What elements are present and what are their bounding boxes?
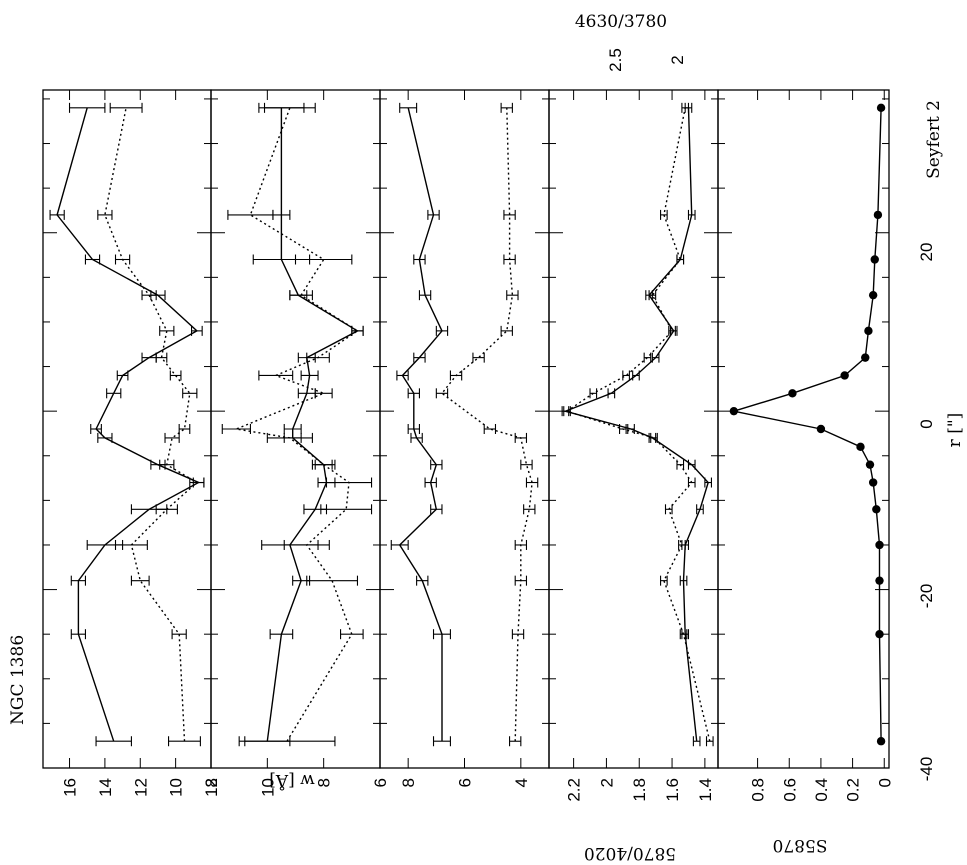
- data-point: [876, 737, 886, 746]
- y-tick-label: 2.2: [565, 778, 584, 802]
- panel-frame: [717, 89, 890, 769]
- y-tick-label: 1.4: [696, 778, 715, 802]
- series-line: [233, 107, 359, 742]
- data-point: [872, 505, 881, 514]
- data-point: [816, 424, 826, 434]
- object-label: NGC 1386: [8, 635, 28, 725]
- y-tick-label: 12: [202, 778, 221, 797]
- panel-frames: [42, 89, 890, 769]
- y-tick-label: 0.8: [749, 778, 768, 802]
- data-point: [856, 442, 865, 452]
- series-line: [441, 107, 533, 742]
- series-line: [104, 107, 199, 742]
- x-tick-label: -40: [917, 757, 936, 782]
- data-point: [868, 290, 878, 300]
- y-tick-label: 16: [61, 778, 80, 797]
- y-tick-label: 12: [131, 778, 150, 797]
- data-point: [868, 478, 878, 487]
- top-axis-label: 4630/3780: [575, 12, 667, 32]
- top-axis-tick-label: 2.5: [606, 48, 625, 72]
- data-point: [873, 210, 883, 220]
- chart-ticks: 16 14 12 10 812 10 8 6 8 6 4 2.2 2 1.8 1.6 1.4 0.8 0.6 0.4…: [43, 90, 894, 802]
- x-tick-label: -20: [917, 584, 936, 609]
- series-line: [733, 107, 882, 742]
- series-line: [56, 107, 201, 742]
- data-point: [875, 629, 884, 639]
- y-axis-label-ratio: 5870/4020: [584, 843, 676, 863]
- x-axis-label: r ["]: [945, 413, 965, 448]
- series-line: [563, 107, 709, 742]
- y-tick-label: 6: [456, 778, 475, 787]
- y-tick-label: 8: [202, 778, 221, 787]
- y-axis-label-w: w [Å]: [269, 770, 315, 791]
- x-tick-label: 20: [917, 243, 936, 262]
- data-point: [875, 576, 884, 585]
- data-point: [870, 255, 879, 264]
- y-tick-label: 6: [371, 778, 390, 787]
- data-point: [729, 406, 739, 416]
- y-tick-label: 10: [258, 778, 277, 797]
- data-point: [788, 389, 797, 398]
- chart-marks: [49, 102, 886, 747]
- panel-frame: [379, 89, 550, 769]
- class-label: Seyfert 2: [924, 100, 944, 179]
- y-tick-label: 0.4: [812, 778, 831, 802]
- y-tick-label: 1.6: [663, 778, 682, 802]
- y-tick-label: 8: [315, 778, 334, 787]
- data-point: [875, 540, 884, 550]
- data-point: [861, 353, 870, 362]
- series-line: [398, 107, 443, 742]
- y-tick-label: 1.8: [630, 778, 649, 802]
- y-tick-label: 0.2: [844, 778, 863, 802]
- data-point: [840, 371, 849, 380]
- y-axis-label-s5870: S5870: [773, 835, 828, 855]
- y-tick-label: 0: [875, 778, 894, 787]
- y-tick-label: 10: [167, 778, 186, 797]
- x-tick-label: 0: [917, 419, 936, 428]
- series-line: [565, 107, 711, 742]
- data-point: [864, 326, 873, 336]
- y-tick-label: 14: [96, 778, 115, 797]
- y-tick-label: 4: [512, 778, 531, 787]
- y-tick-label: 0.6: [780, 778, 799, 802]
- data-point: [876, 103, 886, 113]
- y-tick-label: 2: [597, 778, 616, 787]
- y-tick-label: 8: [399, 778, 418, 787]
- top-axis-tick-label: 2: [668, 55, 687, 64]
- data-point: [865, 460, 875, 469]
